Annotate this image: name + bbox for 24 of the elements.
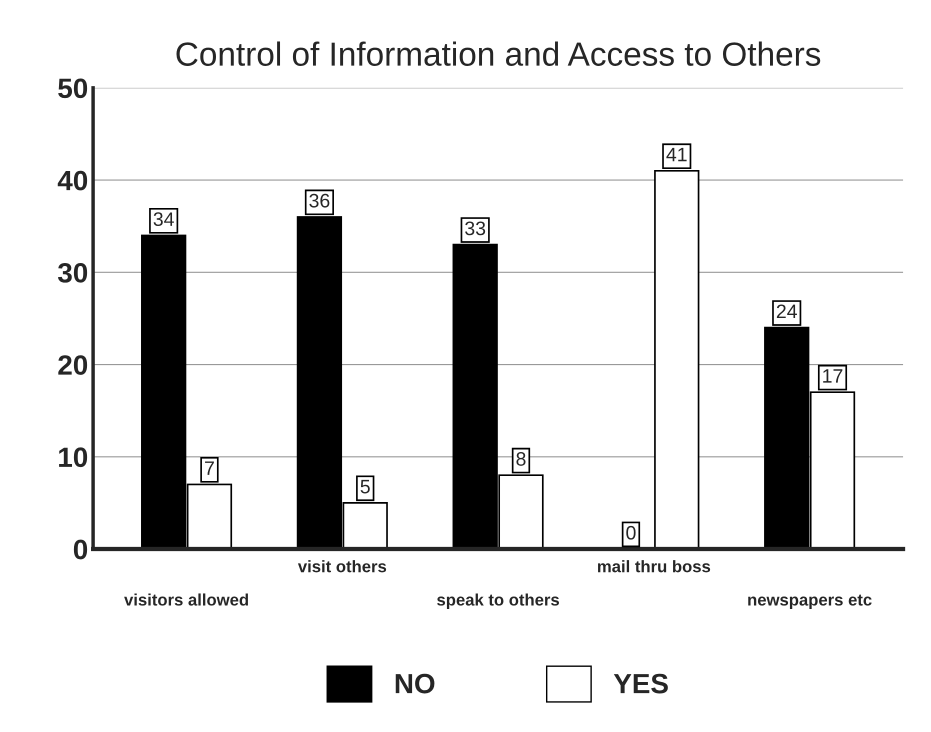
data-label: 17 (823, 369, 842, 383)
y-tick-label: 40 (58, 170, 88, 190)
chart-title: Control of Information and Access to Others (176, 41, 820, 66)
data-label: 7 (205, 461, 214, 475)
data-label: 41 (666, 148, 687, 162)
x-tick-label: mail thru boss (598, 560, 710, 572)
y-tick-label: 20 (58, 355, 88, 375)
y-tick-label: 50 (58, 78, 88, 98)
x-tick-label: newspapers etc (748, 594, 872, 609)
x-tick-label: speak to others (437, 593, 559, 609)
x-tick-label: visitors allowed (124, 593, 248, 606)
legend-label: NO (396, 674, 434, 694)
data-label: 8 (516, 452, 526, 466)
legend-label: YES (614, 674, 668, 694)
y-tick-label: 0 (74, 540, 88, 560)
x-tick-label: visit others (298, 560, 386, 572)
data-label: 36 (309, 194, 330, 208)
data-label: 24 (776, 304, 797, 318)
data-label: 5 (360, 480, 370, 494)
data-label: 34 (154, 212, 174, 226)
y-tick-label: 10 (59, 447, 88, 468)
data-label: 33 (465, 221, 486, 236)
y-tick-label: 30 (58, 262, 88, 283)
data-label: 0 (626, 526, 636, 540)
